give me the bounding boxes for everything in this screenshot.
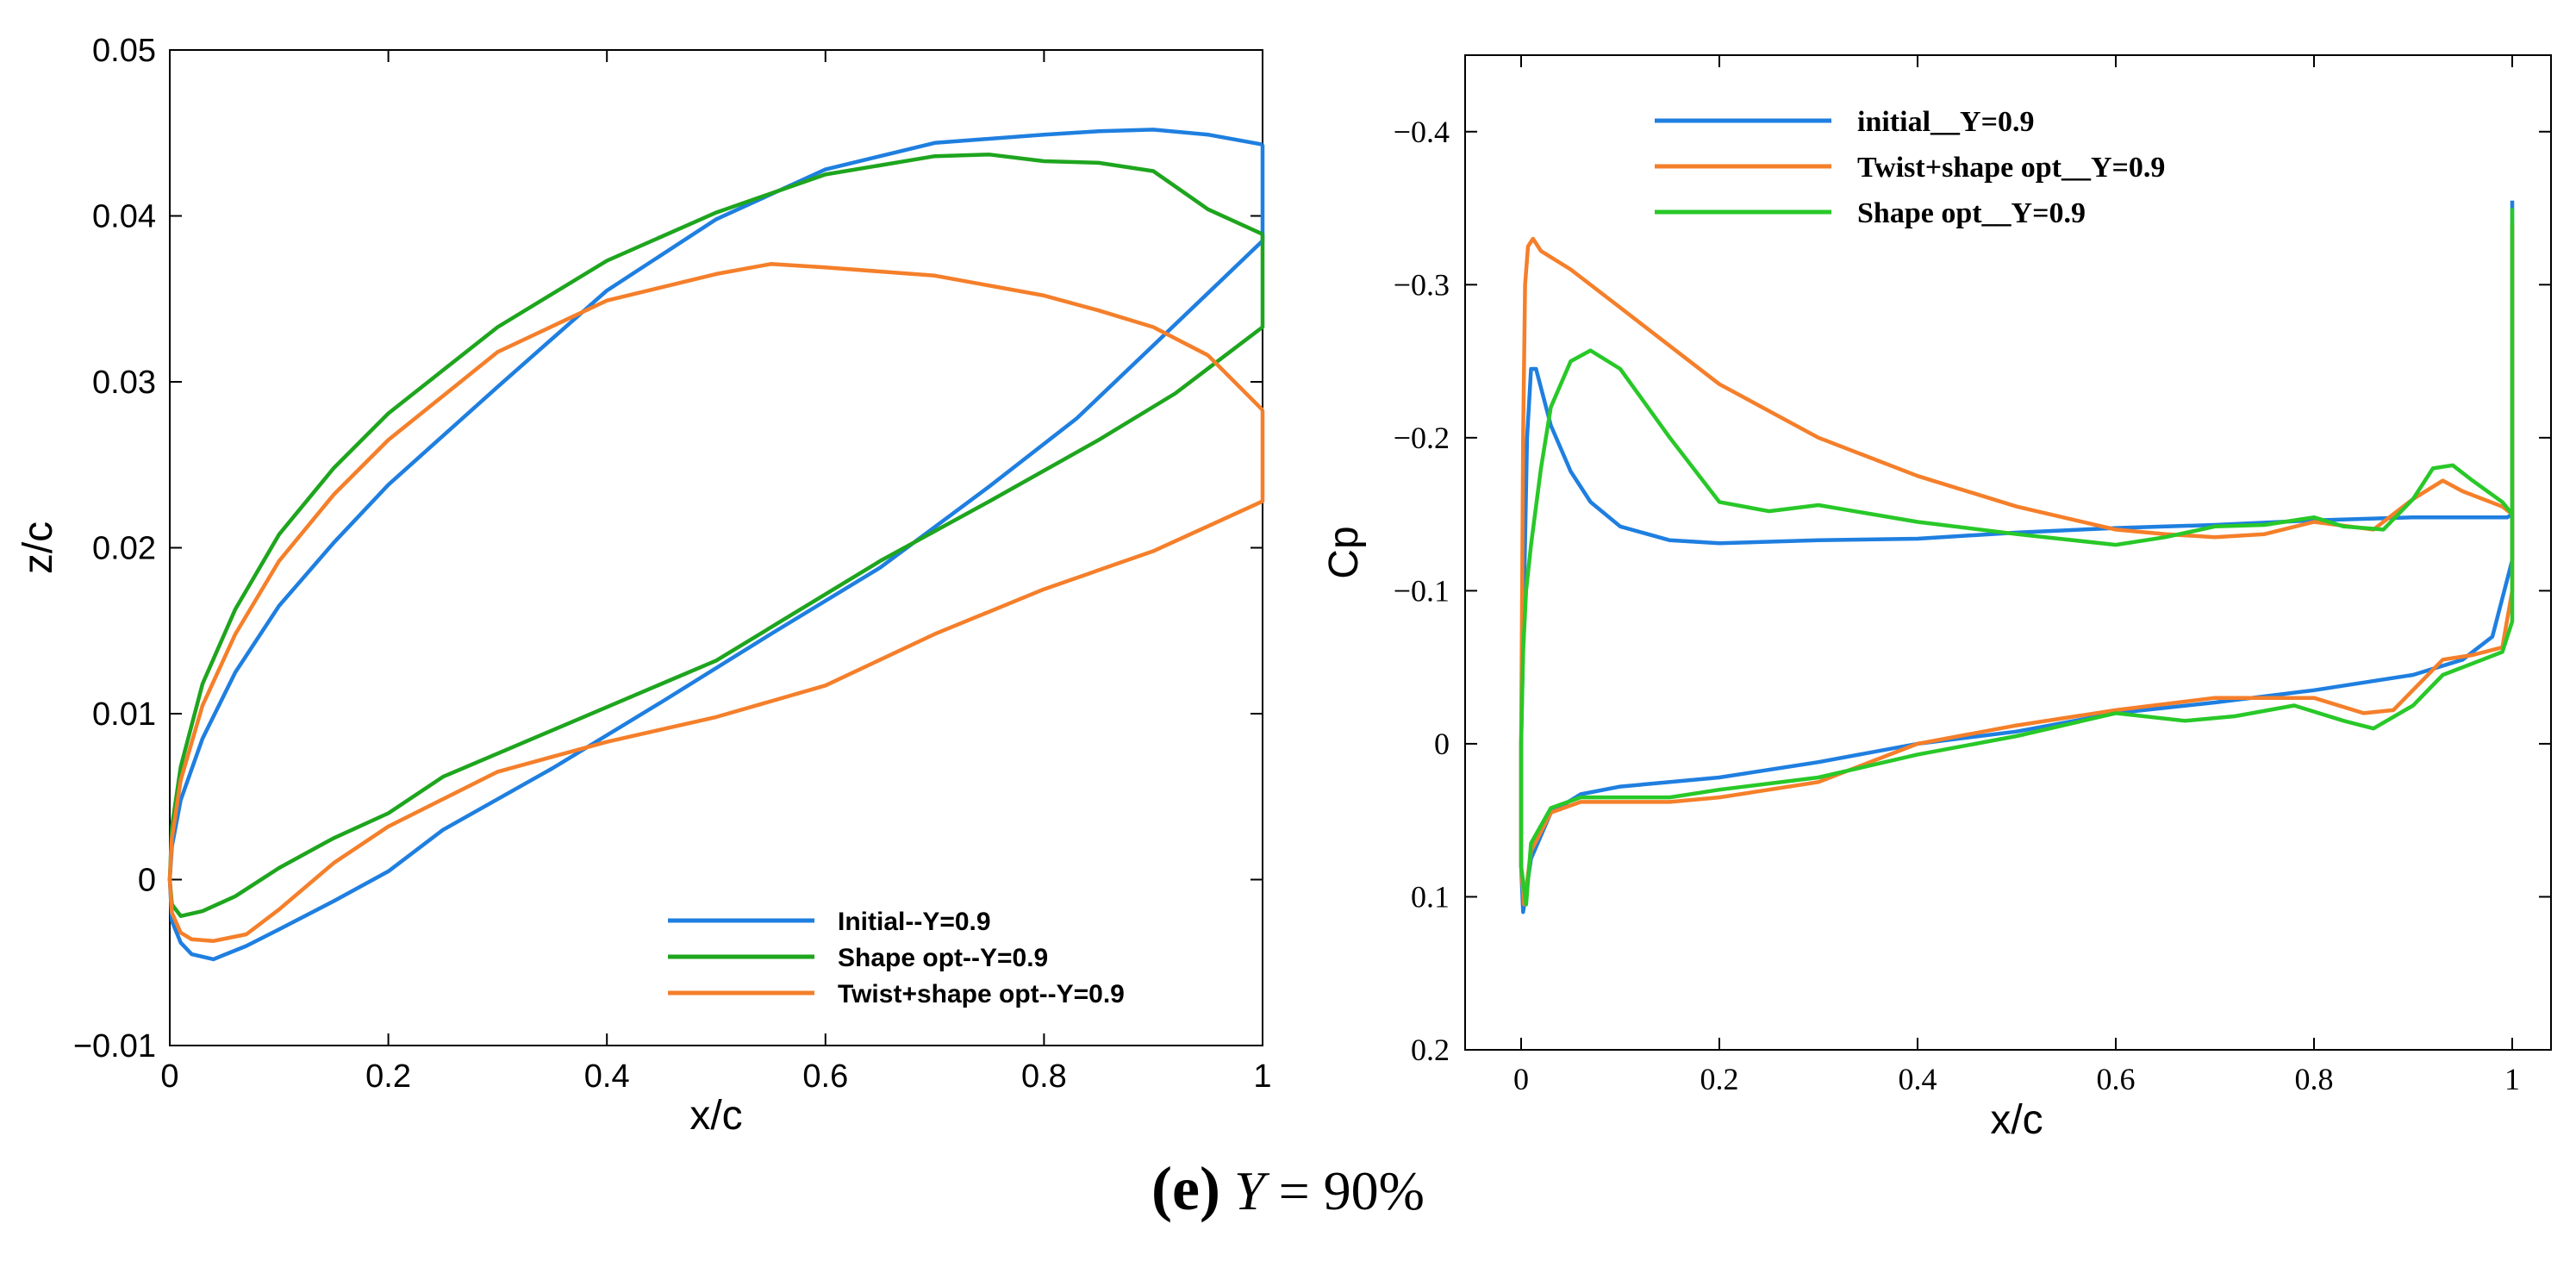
x-tick-label: 1 [2504, 1062, 2520, 1096]
x-tick-label: 0.2 [365, 1058, 411, 1095]
chart-left-zc: 0 0.2 0.4 0.6 0.8 1−0.0100.010.020.030.040.05… [16, 33, 1272, 1139]
y-tick-label: 0 [1434, 727, 1450, 761]
y-tick-label: 0.03 [92, 365, 156, 401]
legend-label-3: Twist+shape opt--Y=0.9 [838, 980, 1125, 1008]
series-line-2 [1519, 223, 2515, 907]
plot-frame-left [169, 49, 1263, 1046]
y-tick-label: 0.04 [92, 199, 156, 235]
y-tick-label: −0.2 [1394, 421, 1450, 455]
y-axis-label: Cp [1321, 526, 1367, 578]
x-tick-label: 0 [160, 1058, 178, 1095]
y-tick-label: 0.2 [1411, 1033, 1450, 1067]
legend-label-1: Initial--Y=0.9 [838, 908, 991, 936]
caption-value: = 90% [1264, 1160, 1425, 1221]
y-tick-label: −0.1 [1394, 573, 1450, 608]
caption-variable: Y [1233, 1160, 1265, 1221]
plot-frame-right [1464, 54, 2552, 1051]
series-line-1 [167, 128, 1265, 962]
caption-letter: e [1172, 1154, 1200, 1223]
legend-label-1: initial__Y=0.9 [1857, 106, 2034, 138]
chart-right-cp: 0 0.2 0.4 0.6 0.8 1 −0.4 −0.3 −0.2 −0.1 0 0.1 0.2 x/c… [1321, 54, 2552, 1143]
y-tick-label: 0.01 [92, 696, 156, 733]
y-tick-label: −0.4 [1394, 115, 1450, 149]
y-tick-label: −0.3 [1394, 267, 1450, 302]
series-line-3 [1519, 208, 2515, 907]
y-tick-label: 0.02 [92, 531, 156, 567]
series-line-2 [167, 153, 1265, 919]
x-axis-label: x/c [689, 1093, 742, 1139]
x-tick-label: 0.4 [1899, 1062, 1937, 1096]
y-tick-label: 0.05 [92, 33, 156, 69]
y-axis-label: z/c [16, 521, 61, 574]
y-tick-label: −0.01 [73, 1028, 156, 1064]
series-line-3 [167, 262, 1265, 943]
legend-label-2: Shape opt--Y=0.9 [838, 944, 1048, 972]
x-tick-label: 0.4 [584, 1058, 630, 1095]
x-axis-label: x/c [1990, 1097, 2043, 1143]
x-tick-label: 0.6 [2097, 1062, 2136, 1096]
x-tick-label: 0 [1513, 1062, 1529, 1096]
x-tick-label: 0.6 [802, 1058, 848, 1095]
y-tick-label: 0 [138, 863, 156, 899]
legend-label-3: Shape opt__Y=0.9 [1857, 197, 2086, 229]
x-tick-label: 0.8 [1021, 1058, 1067, 1095]
figure-caption: (e) Y = 90% [1151, 1154, 1425, 1223]
x-tick-label: 0.2 [1700, 1062, 1739, 1096]
x-tick-label: 0.8 [2295, 1062, 2334, 1096]
legend-label-2: Twist+shape opt__Y=0.9 [1857, 152, 2165, 184]
x-tick-label: 1 [1253, 1058, 1271, 1095]
series-line-1 [1519, 200, 2515, 915]
y-tick-label: 0.1 [1411, 879, 1450, 914]
